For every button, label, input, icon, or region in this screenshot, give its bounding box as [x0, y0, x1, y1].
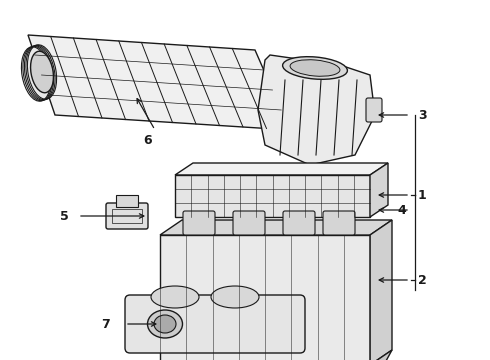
Ellipse shape [283, 57, 347, 79]
Bar [160, 235, 370, 360]
Ellipse shape [154, 315, 176, 333]
Polygon shape [370, 220, 392, 360]
Polygon shape [175, 163, 388, 175]
FancyBboxPatch shape [183, 211, 215, 235]
Ellipse shape [30, 51, 53, 93]
Polygon shape [258, 55, 375, 165]
Polygon shape [160, 220, 392, 235]
Ellipse shape [211, 286, 259, 308]
Text: 6: 6 [144, 134, 152, 147]
Bar [116, 195, 138, 207]
Polygon shape [370, 163, 388, 217]
Ellipse shape [151, 286, 199, 308]
Text: 5: 5 [60, 210, 69, 222]
Polygon shape [340, 350, 392, 360]
Bar [112, 209, 142, 223]
Text: 3: 3 [418, 108, 427, 122]
Ellipse shape [27, 45, 56, 99]
Text: 4: 4 [397, 203, 406, 216]
FancyBboxPatch shape [323, 211, 355, 235]
Text: 7: 7 [101, 318, 110, 330]
FancyBboxPatch shape [125, 295, 305, 353]
FancyBboxPatch shape [233, 211, 265, 235]
Text: 1: 1 [418, 189, 427, 202]
Polygon shape [28, 35, 290, 130]
FancyBboxPatch shape [106, 203, 148, 229]
Text: 2: 2 [418, 274, 427, 287]
FancyBboxPatch shape [283, 211, 315, 235]
Ellipse shape [290, 60, 340, 76]
Bar [175, 175, 370, 217]
FancyBboxPatch shape [366, 98, 382, 122]
Ellipse shape [147, 310, 182, 338]
